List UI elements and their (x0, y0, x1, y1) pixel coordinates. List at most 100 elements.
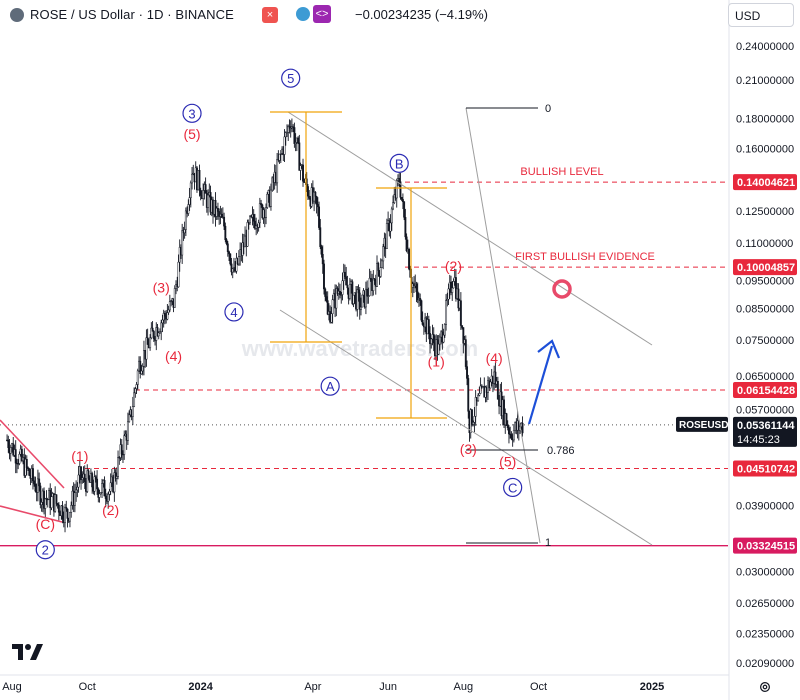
candle-body (228, 251, 230, 255)
candle-body (107, 494, 110, 502)
candle-body (380, 260, 383, 268)
price-level-tag (733, 259, 797, 276)
candle-body (39, 485, 42, 505)
candle-body (65, 506, 68, 510)
candle-body (204, 184, 207, 194)
price-level-tag (733, 381, 797, 398)
projection-arrow-line (527, 345, 554, 425)
y-tick-label: 0.03000000 (736, 567, 794, 579)
candle-body (230, 263, 233, 273)
indicator-icon[interactable]: <> (313, 5, 331, 23)
candle-body (93, 476, 96, 492)
y-tick-label: 0.05700000 (736, 404, 794, 416)
candle-body (368, 278, 371, 296)
wave-label-circle (389, 153, 409, 173)
candle-body (450, 281, 452, 293)
wave-label-circle (281, 68, 301, 88)
candle-body (184, 210, 187, 230)
candle-body (257, 222, 260, 228)
candle-body (27, 467, 29, 469)
candle-body (367, 295, 370, 297)
candle-body (69, 511, 71, 522)
y-tick-label: 0.24000000 (736, 41, 794, 53)
wave-label-red: (3) (153, 280, 170, 296)
wave-label-red: (3) (460, 441, 477, 457)
candle-body (376, 263, 378, 287)
candle-body (325, 296, 328, 301)
candle-body (361, 294, 364, 308)
candle-body (202, 190, 205, 199)
candle-body (302, 164, 304, 182)
price-level-tag-text: 0.03324515 (737, 541, 795, 553)
wave-label-circle (224, 302, 244, 322)
candle-body (390, 208, 393, 224)
candle-body (377, 263, 380, 271)
x-tick-label: Apr (304, 681, 321, 693)
wave-label-circle (320, 376, 340, 396)
symbol-tag (676, 416, 728, 432)
candle-body (224, 225, 227, 241)
candle-body (120, 444, 123, 455)
symbol-title: ROSE / US Dollar · 1D · BINANCE (30, 7, 234, 22)
candle-body (446, 299, 449, 301)
candle-body (288, 126, 291, 129)
candle-body (461, 325, 464, 328)
y-tick-label: 0.18000000 (736, 114, 794, 126)
candle-body (258, 203, 261, 224)
fib-label-786: 0.786 (547, 445, 575, 457)
candle-body (298, 142, 301, 171)
close-icon[interactable]: × (262, 7, 278, 23)
candle-body (166, 312, 169, 320)
candle-body (505, 413, 508, 426)
price-level-tag (733, 537, 797, 554)
candle-body (162, 313, 165, 321)
wave-label-blue: B (395, 156, 404, 171)
candle-body (389, 222, 392, 232)
price-change: −0.00234235 (−4.19%) (355, 7, 488, 22)
symbol-tag-text: ROSEUSD (679, 420, 728, 431)
candle-body (308, 195, 311, 199)
candle-body (246, 222, 249, 247)
candle-body (126, 421, 129, 441)
candle-body (447, 288, 450, 300)
candle-body (459, 300, 462, 326)
candle-body (324, 288, 327, 297)
candle-body (339, 291, 341, 296)
candle-body (400, 197, 403, 200)
candle-body (319, 227, 322, 248)
currency-select[interactable]: USD (728, 3, 794, 27)
candle-body (151, 327, 154, 332)
candle-body (323, 263, 325, 290)
candle-body (139, 360, 142, 375)
candle-body (128, 414, 131, 423)
wave-label-red: (1) (71, 448, 88, 464)
candle-body (98, 493, 101, 498)
candle-body (75, 489, 78, 493)
candle-body (372, 278, 375, 291)
candle-body (188, 197, 191, 205)
trendline-left-lower (0, 505, 63, 523)
y-tick-label: 0.07500000 (736, 335, 794, 347)
candle-body (253, 220, 256, 229)
y-tick-label: 0.12500000 (736, 206, 794, 218)
candle-body (97, 488, 100, 498)
candle-body (289, 127, 292, 130)
candle-body (451, 287, 454, 293)
candle-body (496, 380, 499, 400)
candle-body (94, 476, 97, 480)
candle-body (34, 483, 37, 492)
gear-icon[interactable] (758, 680, 772, 694)
candle-body (38, 478, 41, 487)
candle-body (183, 229, 186, 234)
indicator-dot-icon[interactable] (296, 7, 310, 21)
candle-body (420, 300, 423, 321)
candle-body (415, 283, 418, 293)
candle-body (229, 253, 232, 265)
wave-label-circle (182, 103, 202, 123)
candle-body (223, 216, 226, 227)
candle-body (299, 165, 302, 171)
candle-body (403, 201, 406, 218)
candle-body (512, 429, 515, 441)
